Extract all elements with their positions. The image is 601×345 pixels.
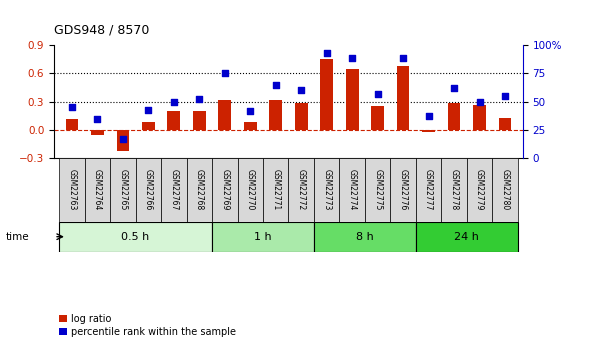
Bar — [340, 158, 365, 221]
Text: GSM22775: GSM22775 — [373, 169, 382, 211]
Text: GDS948 / 8570: GDS948 / 8570 — [54, 23, 150, 36]
Bar — [212, 221, 314, 252]
Bar — [371, 106, 384, 130]
Bar — [142, 121, 154, 130]
Bar — [473, 106, 486, 130]
Text: GSM22772: GSM22772 — [297, 169, 306, 211]
Bar — [320, 59, 333, 130]
Bar — [91, 130, 104, 135]
Point — [67, 105, 77, 110]
Text: 0.5 h: 0.5 h — [121, 232, 150, 242]
Text: GSM22769: GSM22769 — [221, 169, 230, 211]
Bar — [492, 158, 518, 221]
Text: GSM22773: GSM22773 — [322, 169, 331, 211]
Point — [271, 82, 281, 87]
Bar — [416, 221, 518, 252]
Point — [475, 99, 484, 105]
Bar — [59, 221, 212, 252]
Bar — [161, 158, 186, 221]
Text: GSM22765: GSM22765 — [118, 169, 127, 211]
Text: GSM22767: GSM22767 — [169, 169, 178, 211]
Point — [322, 50, 332, 56]
Point — [398, 56, 408, 61]
Point — [93, 116, 102, 121]
Bar — [244, 121, 257, 130]
Point — [500, 93, 510, 99]
Bar — [117, 130, 129, 151]
Text: 1 h: 1 h — [254, 232, 272, 242]
Text: GSM22771: GSM22771 — [271, 169, 280, 211]
Point — [245, 108, 255, 114]
Bar — [186, 158, 212, 221]
Bar — [467, 158, 492, 221]
Text: GSM22776: GSM22776 — [398, 169, 407, 211]
Bar — [168, 111, 180, 130]
Bar — [499, 118, 511, 130]
Text: GSM22777: GSM22777 — [424, 169, 433, 211]
Text: 24 h: 24 h — [454, 232, 479, 242]
Bar — [314, 158, 340, 221]
Point — [169, 99, 178, 105]
Bar — [346, 69, 359, 130]
Point — [118, 136, 127, 142]
Bar — [85, 158, 110, 221]
Point — [144, 107, 153, 112]
Text: 8 h: 8 h — [356, 232, 374, 242]
Text: GSM22766: GSM22766 — [144, 169, 153, 211]
Bar — [193, 111, 206, 130]
Bar — [416, 158, 441, 221]
Point — [296, 88, 306, 93]
Text: GSM22779: GSM22779 — [475, 169, 484, 211]
Bar — [288, 158, 314, 221]
Bar — [110, 158, 136, 221]
Text: GSM22770: GSM22770 — [246, 169, 255, 211]
Point — [220, 70, 230, 76]
Point — [195, 97, 204, 102]
Text: GSM22763: GSM22763 — [67, 169, 76, 211]
Text: GSM22780: GSM22780 — [501, 169, 510, 211]
Text: GSM22774: GSM22774 — [347, 169, 356, 211]
Bar — [269, 100, 282, 130]
Point — [424, 114, 433, 119]
Bar — [263, 158, 288, 221]
Bar — [295, 102, 308, 130]
Bar — [237, 158, 263, 221]
Text: GSM22778: GSM22778 — [450, 169, 459, 211]
Bar — [218, 100, 231, 130]
Bar — [391, 158, 416, 221]
Bar — [423, 130, 435, 132]
Point — [347, 56, 357, 61]
Bar — [59, 158, 85, 221]
Bar — [448, 102, 460, 130]
Bar — [212, 158, 237, 221]
Bar — [365, 158, 391, 221]
Text: GSM22764: GSM22764 — [93, 169, 102, 211]
Text: GSM22768: GSM22768 — [195, 169, 204, 211]
Bar — [66, 119, 78, 130]
Legend: log ratio, percentile rank within the sample: log ratio, percentile rank within the sa… — [59, 314, 236, 337]
Bar — [441, 158, 467, 221]
Bar — [136, 158, 161, 221]
Point — [373, 91, 382, 97]
Point — [450, 85, 459, 91]
Bar — [314, 221, 416, 252]
Bar — [397, 66, 409, 130]
Text: time: time — [6, 232, 29, 242]
